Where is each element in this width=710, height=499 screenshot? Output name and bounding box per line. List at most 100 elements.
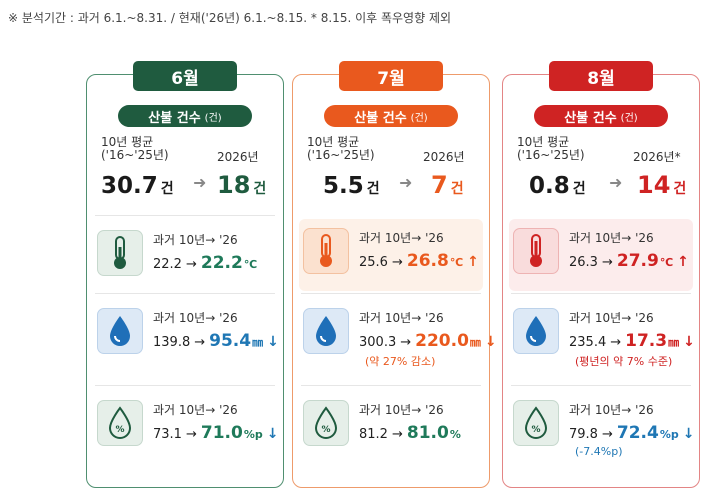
current-value: 14 건	[637, 171, 686, 199]
arrow-right-icon: →	[400, 335, 412, 350]
avg-value: 5.5 건	[323, 173, 380, 199]
avg-label: 10년 평균 ('16~'25년)	[307, 136, 375, 162]
current-label: 2026년	[217, 150, 259, 164]
card-august: 8월 산불 건수 (건) 10년 평균 ('16~'25년) 0.8 건 ➜ 2026…	[502, 61, 700, 488]
rainfall-row: 과거 10년→ '26 235.4 → 17.3 ㎜ ↓ (평년의 약 7% 수준)	[509, 299, 695, 371]
divider	[301, 293, 481, 294]
thermometer-icon	[97, 230, 143, 276]
temp-unit: ℃	[449, 256, 464, 269]
rain-note: (평년의 약 7% 수준)	[575, 355, 673, 368]
arrow-up-icon: ↑	[677, 254, 689, 270]
rainfall-row: 과거 10년→ '26 300.3 → 220.0 ㎜ ↓ (약 27% 감소)	[299, 299, 497, 371]
current-label: 2026년	[423, 150, 465, 164]
card-july: 7월 산불 건수 (건) 10년 평균 ('16~'25년) 5.5 건 ➜ 2026…	[292, 61, 497, 488]
rain-new: 17.3	[625, 331, 668, 351]
divider	[511, 293, 691, 294]
arrow-down-icon: ↓	[267, 334, 279, 350]
rain-old: 139.8	[153, 335, 191, 350]
arrow-down-icon: ↓	[484, 334, 497, 350]
divider	[95, 215, 275, 216]
water-drop-icon	[97, 308, 143, 354]
water-drop-icon	[513, 308, 559, 354]
rain-unit: ㎜	[668, 336, 680, 349]
humidity-drop-icon: %	[97, 400, 143, 446]
rain-new: 95.4	[209, 331, 252, 351]
hum-new: 72.4	[616, 423, 659, 443]
current-number: 14	[637, 171, 671, 199]
hum-label: 과거 10년→ '26	[569, 403, 654, 417]
temp-value: 22.2 → 22.2 ℃	[153, 253, 257, 273]
avg-number: 0.8	[529, 173, 570, 199]
hum-old: 79.8	[569, 427, 598, 442]
hum-new: 71.0	[200, 423, 243, 443]
thermometer-icon	[303, 228, 349, 274]
hum-label: 과거 10년→ '26	[153, 403, 238, 417]
hum-value: 79.8 → 72.4 %p ↓	[569, 423, 694, 443]
current-unit: 건	[450, 181, 464, 197]
arrow-right-icon: ➜	[609, 173, 623, 192]
temp-new: 22.2	[200, 253, 243, 273]
fires-label: 산불 건수	[354, 110, 407, 126]
temp-unit: ℃	[659, 256, 674, 269]
fires-unit: (건)	[204, 112, 222, 124]
arrow-down-icon: ↓	[266, 426, 279, 442]
card-june: 6월 산불 건수 (건) 10년 평균 ('16~'25년) 30.7 건 ➜ 202…	[86, 61, 284, 488]
avg-label: 10년 평균 ('16~'25년)	[517, 136, 585, 162]
arrow-right-icon: →	[185, 257, 197, 272]
temp-value: 25.6 → 26.8 ℃ ↑	[359, 251, 479, 271]
arrow-right-icon: →	[601, 427, 613, 442]
arrow-right-icon: →	[185, 427, 197, 442]
thermometer-icon	[513, 228, 559, 274]
divider	[95, 385, 275, 386]
humidity-row: % 과거 10년→ '26 79.8 → 72.4 %p ↓ (-7.4%p)	[509, 391, 694, 463]
fires-label: 산불 건수	[564, 110, 617, 126]
temp-old: 25.6	[359, 255, 388, 270]
rain-old: 235.4	[569, 335, 607, 350]
hum-unit: %p	[243, 428, 263, 441]
temp-label: 과거 10년→ '26	[153, 233, 238, 247]
temp-new: 27.9	[616, 251, 659, 271]
temp-label: 과거 10년→ '26	[569, 231, 654, 245]
temp-old: 22.2	[153, 257, 182, 272]
arrow-down-icon: ↓	[682, 426, 695, 442]
current-value: 18 건	[217, 171, 266, 199]
rain-unit: ㎜	[252, 336, 264, 349]
svg-text:%: %	[321, 425, 330, 435]
avg-value: 0.8 건	[529, 173, 586, 199]
rain-value: 235.4 → 17.3 ㎜ ↓	[569, 331, 695, 351]
fires-label: 산불 건수	[148, 110, 201, 126]
arrow-right-icon: →	[610, 335, 622, 350]
avg-label-line1: 10년 평균	[101, 135, 154, 149]
rain-note: (약 27% 감소)	[365, 355, 436, 368]
hum-unit: %	[449, 428, 461, 441]
avg-unit: 건	[366, 181, 380, 197]
month-tag: 7월	[339, 61, 443, 91]
rainfall-row: 과거 10년→ '26 139.8 → 95.4 ㎜ ↓	[93, 299, 279, 371]
fires-pill: 산불 건수 (건)	[118, 105, 252, 127]
temp-unit: ℃	[243, 258, 258, 271]
avg-unit: 건	[160, 181, 174, 197]
water-drop-icon	[303, 308, 349, 354]
current-unit: 건	[253, 181, 267, 197]
rain-value: 139.8 → 95.4 ㎜ ↓	[153, 331, 279, 351]
current-unit: 건	[673, 181, 687, 197]
fires-unit: (건)	[410, 112, 428, 124]
avg-label-line1: 10년 평균	[307, 135, 360, 149]
analysis-period-note: ※ 분석기간 : 과거 6.1.~8.31. / 현재('26년) 6.1.~8…	[8, 11, 452, 25]
rain-new: 220.0	[415, 331, 469, 351]
hum-new: 81.0	[406, 423, 449, 443]
temp-new: 26.8	[406, 251, 449, 271]
svg-text:%: %	[531, 425, 540, 435]
temp-label: 과거 10년→ '26	[359, 231, 444, 245]
hum-old: 73.1	[153, 427, 182, 442]
hum-unit: %p	[659, 428, 679, 441]
avg-number: 5.5	[323, 173, 364, 199]
rain-label: 과거 10년→ '26	[569, 311, 654, 325]
hum-value: 81.2 → 81.0%	[359, 423, 461, 443]
avg-value: 30.7 건	[101, 173, 174, 199]
humidity-drop-icon: %	[513, 400, 559, 446]
hum-label: 과거 10년→ '26	[359, 403, 444, 417]
arrow-right-icon: →	[194, 335, 206, 350]
arrow-right-icon: ➜	[193, 173, 207, 192]
fires-pill: 산불 건수 (건)	[324, 105, 458, 127]
